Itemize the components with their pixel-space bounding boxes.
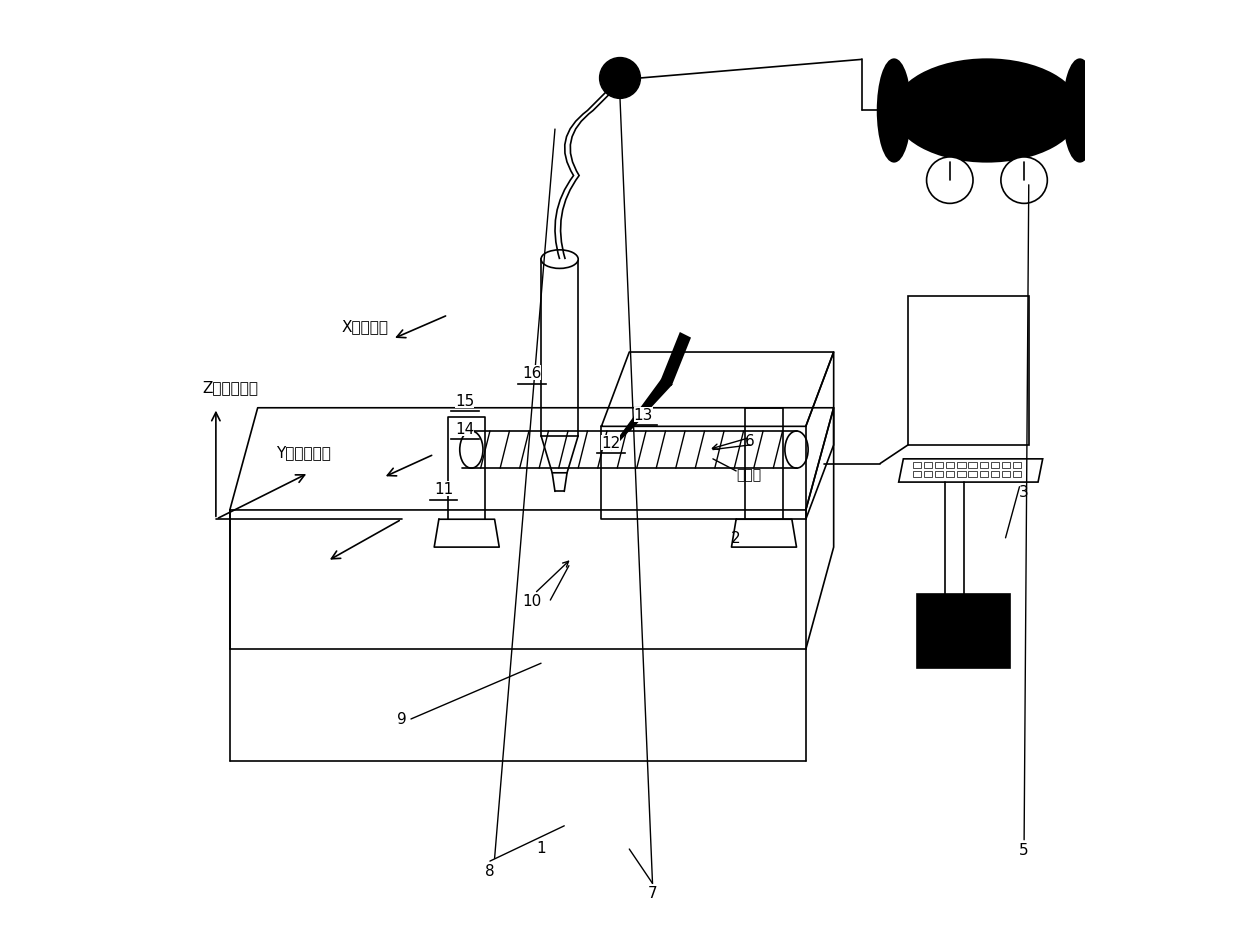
- Ellipse shape: [785, 432, 808, 469]
- Text: 14: 14: [455, 421, 475, 436]
- Ellipse shape: [1064, 60, 1096, 162]
- Bar: [946, 471, 955, 478]
- Bar: [946, 462, 955, 469]
- Bar: [980, 471, 988, 478]
- Polygon shape: [908, 297, 1029, 445]
- Ellipse shape: [894, 60, 1080, 162]
- Text: X运动方向: X运动方向: [341, 319, 388, 334]
- Text: 旋转轴: 旋转轴: [737, 468, 761, 483]
- Text: 13: 13: [634, 407, 653, 422]
- Polygon shape: [899, 459, 1043, 483]
- Text: 12: 12: [601, 435, 620, 450]
- Text: 3: 3: [1019, 484, 1029, 499]
- Text: 11: 11: [434, 482, 453, 496]
- Text: 4: 4: [921, 647, 931, 662]
- Bar: [1002, 471, 1011, 478]
- Circle shape: [1001, 158, 1048, 204]
- Text: 7: 7: [647, 885, 657, 900]
- Text: 8: 8: [485, 863, 495, 878]
- Text: Z轴运动方向: Z轴运动方向: [202, 380, 258, 394]
- Bar: [991, 471, 999, 478]
- Bar: [924, 471, 932, 478]
- Text: Y轴运动方向: Y轴运动方向: [277, 445, 331, 459]
- Bar: [991, 462, 999, 469]
- Bar: [980, 462, 988, 469]
- Text: 10: 10: [522, 593, 542, 608]
- Polygon shape: [611, 380, 671, 450]
- Text: 2: 2: [732, 531, 742, 546]
- Ellipse shape: [878, 60, 910, 162]
- Bar: [935, 471, 944, 478]
- Bar: [935, 462, 944, 469]
- Bar: [1013, 471, 1022, 478]
- Ellipse shape: [541, 251, 578, 269]
- Bar: [1002, 462, 1011, 469]
- Bar: [918, 594, 1011, 668]
- Text: 6: 6: [745, 433, 755, 448]
- Polygon shape: [662, 334, 689, 385]
- Bar: [913, 471, 921, 478]
- Text: 15: 15: [455, 393, 475, 408]
- Text: 16: 16: [522, 366, 542, 380]
- Bar: [924, 462, 932, 469]
- Bar: [968, 462, 977, 469]
- Bar: [968, 471, 977, 478]
- Circle shape: [600, 58, 640, 99]
- Text: 1: 1: [536, 840, 546, 855]
- Text: 9: 9: [397, 712, 407, 727]
- Ellipse shape: [460, 432, 482, 469]
- Bar: [541, 260, 578, 436]
- Bar: [1013, 462, 1022, 469]
- Bar: [957, 462, 966, 469]
- Bar: [957, 471, 966, 478]
- Text: 5: 5: [1019, 842, 1029, 857]
- Bar: [913, 462, 921, 469]
- Circle shape: [926, 158, 973, 204]
